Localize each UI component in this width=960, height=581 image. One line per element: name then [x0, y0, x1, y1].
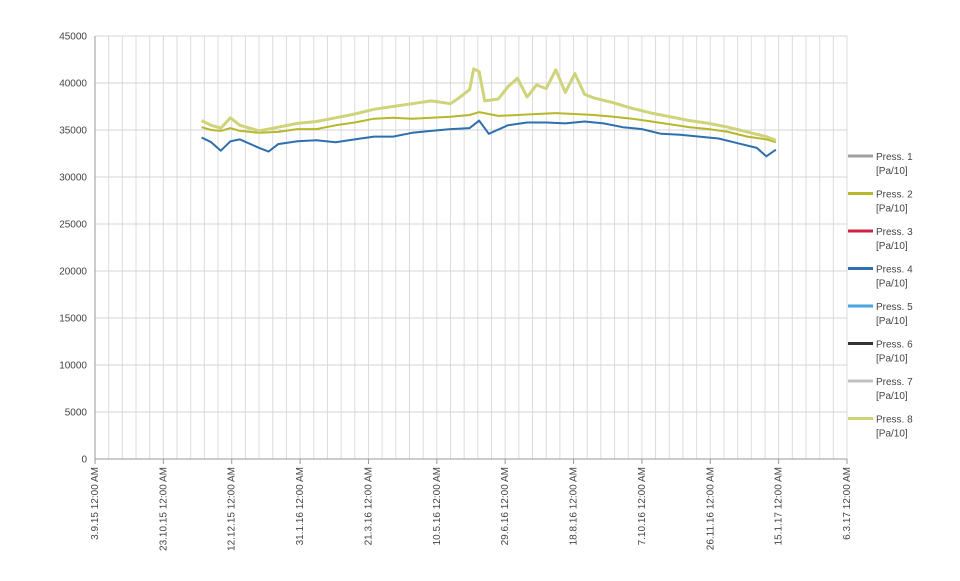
x-tick-label: 12.12.15 12:00 AM [227, 467, 238, 551]
legend-label: Press. 7 [876, 377, 913, 388]
legend-unit: [Pa/10] [876, 354, 908, 365]
y-tick-label: 15000 [59, 314, 87, 325]
legend-item-press-3: Press. 3 [Pa/10] [848, 227, 913, 252]
legend-unit: [Pa/10] [876, 316, 908, 327]
y-tick-label: 30000 [59, 173, 87, 184]
legend-unit: [Pa/10] [876, 391, 908, 402]
legend: Press. 1 [Pa/10] Press. 2 [Pa/10] Press. 3 [P… [848, 152, 913, 440]
x-tick-label: 29.6.16 12:00 AM [500, 467, 511, 545]
legend-unit: [Pa/10] [876, 204, 908, 215]
x-tick-label: 23.10.15 12:00 AM [158, 467, 169, 551]
y-tick-label: 40000 [59, 79, 87, 90]
y-tick-label: 25000 [59, 220, 87, 231]
series-line-press-4 [201, 119, 777, 158]
plot-background [95, 36, 847, 459]
legend-item-press-4: Press. 4 [Pa/10] [848, 265, 913, 290]
legend-label: Press. 5 [876, 302, 913, 313]
x-tick-label: 26.11.16 12:00 AM [705, 467, 716, 550]
legend-unit: [Pa/10] [876, 429, 908, 440]
series-group [200, 67, 777, 158]
series-line-press-8 [200, 67, 777, 142]
x-tick-label: 3.9.15 12:00 AM [90, 467, 101, 540]
legend-label: Press. 8 [876, 415, 913, 426]
legend-item-press-8: Press. 8 [Pa/10] [848, 415, 913, 440]
x-tick-label: 7.10.16 12:00 AM [637, 467, 648, 545]
legend-unit: [Pa/10] [876, 166, 908, 177]
y-tick-label: 45000 [59, 32, 87, 43]
legend-label: Press. 3 [876, 227, 913, 238]
x-tick-label: 6.3.17 12:00 AM [842, 467, 853, 540]
legend-label: Press. 4 [876, 265, 913, 276]
legend-item-press-1: Press. 1 [Pa/10] [848, 152, 913, 177]
x-tick-label: 21.3.16 12:00 AM [363, 467, 374, 545]
x-tick-label: 15.1.17 12:00 AM [774, 467, 785, 545]
legend-item-press-7: Press. 7 [Pa/10] [848, 377, 913, 402]
y-tick-label: 20000 [59, 267, 87, 278]
series-line-press-2 [201, 111, 777, 144]
grid [94, 35, 848, 459]
legend-item-press-6: Press. 6 [Pa/10] [848, 340, 913, 365]
x-tick-label: 31.1.16 12:00 AM [295, 467, 306, 545]
axes: 0 5000 10000 15000 20000 25000 30000 35000 40000… [59, 32, 853, 551]
legend-label: Press. 1 [876, 152, 913, 163]
legend-item-press-5: Press. 5 [Pa/10] [848, 302, 913, 327]
y-tick-label: 35000 [59, 126, 87, 137]
y-tick-label: 0 [81, 455, 87, 466]
legend-unit: [Pa/10] [876, 279, 908, 290]
legend-item-press-2: Press. 2 [Pa/10] [848, 190, 913, 215]
y-tick-label: 5000 [65, 408, 88, 419]
x-tick-label: 18.8.16 12:00 AM [569, 467, 580, 545]
y-tick-label: 10000 [59, 361, 87, 372]
legend-label: Press. 2 [876, 190, 913, 201]
legend-unit: [Pa/10] [876, 241, 908, 252]
legend-label: Press. 6 [876, 340, 913, 351]
x-tick-label: 10.5.16 12:00 AM [432, 467, 443, 545]
